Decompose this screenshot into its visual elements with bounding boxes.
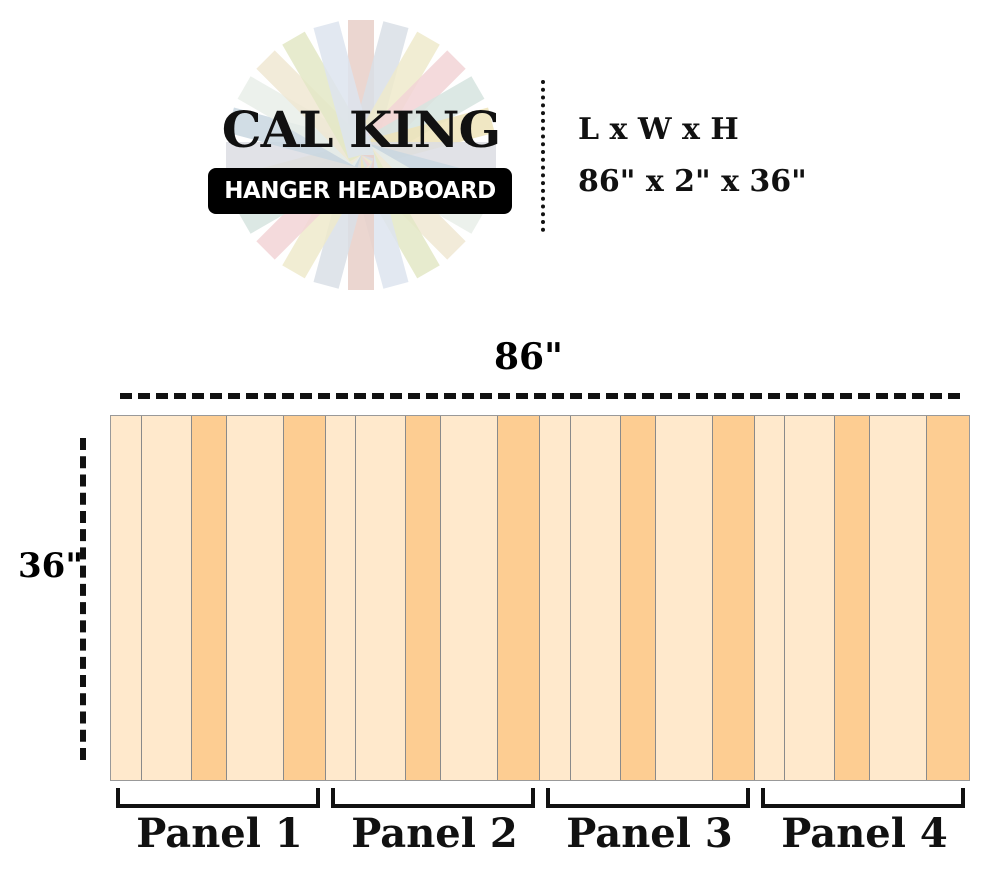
board-strip	[870, 416, 928, 780]
board-strip	[441, 416, 499, 780]
board-strip	[283, 416, 326, 780]
panel-label: Panel 4	[781, 810, 948, 857]
board-strip	[356, 416, 407, 780]
height-label: 36"	[18, 546, 84, 586]
board-strip	[570, 416, 621, 780]
panel-bracket	[761, 788, 965, 808]
panel-bracket	[546, 788, 750, 808]
board-strip	[835, 416, 871, 780]
divider-dotted	[541, 80, 545, 232]
board-strip	[620, 416, 656, 780]
board-strip	[406, 416, 442, 780]
dimension-value: 86" x 2" x 36"	[578, 164, 807, 199]
board-strip	[927, 416, 969, 780]
logo-subtitle-badge: HANGER HEADBOARD	[208, 168, 512, 214]
board-strip	[785, 416, 836, 780]
board-strip	[754, 416, 786, 780]
board-strip	[141, 416, 192, 780]
dimension-label: L x W x H	[578, 112, 739, 147]
panel-label: Panel 1	[136, 810, 303, 857]
sunburst-plank	[313, 21, 374, 159]
panel-bracket	[116, 788, 320, 808]
panel-label: Panel 2	[351, 810, 518, 857]
board-strip	[712, 416, 755, 780]
board-strip	[111, 416, 142, 780]
width-label: 86"	[494, 336, 563, 378]
sunburst-plank	[227, 107, 365, 168]
board-strip	[498, 416, 540, 780]
board-strip	[325, 416, 357, 780]
panel-bracket	[331, 788, 535, 808]
height-dimension-line	[80, 438, 86, 760]
headboard-board	[110, 415, 970, 781]
width-dimension-line	[120, 393, 960, 399]
board-strip	[540, 416, 571, 780]
logo-title: CAL KING	[221, 100, 501, 159]
board-strip	[191, 416, 227, 780]
board-strip	[226, 416, 284, 780]
panel-label: Panel 3	[566, 810, 733, 857]
board-strip	[655, 416, 713, 780]
